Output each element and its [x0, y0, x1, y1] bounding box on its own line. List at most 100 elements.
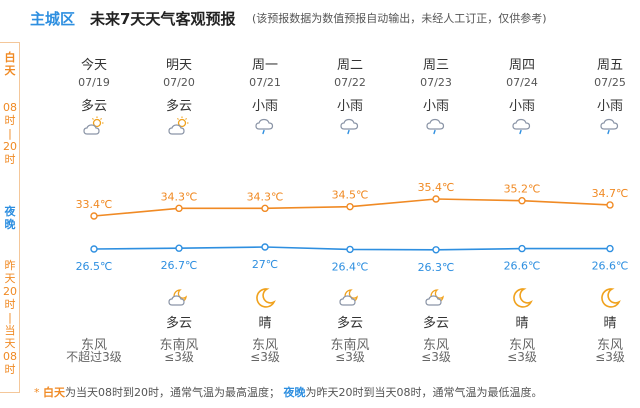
wind-level-label: ≤3级 [421, 350, 451, 364]
low-temp-label: 26.7℃ [161, 259, 198, 272]
wind-direction-label: 东南风 [330, 338, 370, 353]
date-label: 07/21 [249, 76, 281, 89]
day-period-time: 08 时 | 20 时 [3, 101, 17, 166]
legend-footnote: * 白天为当天08时到20时，通常气温为最高温度； 夜晚为昨天20时到当天08时… [34, 384, 543, 400]
wind-level-label: ≤3级 [595, 350, 625, 364]
high-temp-point [518, 196, 526, 205]
low-temp-label: 26.6℃ [592, 260, 629, 273]
high-temp-label: 35.2℃ [504, 183, 541, 196]
footnote-night-word: 夜晚 [283, 386, 306, 399]
wind-direction-label: 东风 [422, 338, 449, 353]
night-weather-label: 晴 [515, 316, 529, 331]
light-rain-icon [338, 116, 362, 136]
partly-cloudy-night-icon [424, 288, 448, 308]
low-temp-series: 26.5℃ 26.7℃ 27℃ 26.4℃ 26.3℃ 26.6℃ 26.6℃ [76, 243, 629, 274]
light-rain-icon [253, 116, 277, 136]
light-rain-icon [510, 116, 534, 136]
wind-level-label: 不超过3级 [66, 350, 122, 364]
weekday-label: 周二 [336, 58, 363, 73]
footnote-day-word: 白天 [43, 386, 65, 399]
low-temp-point [518, 244, 526, 253]
low-temp-point [175, 244, 183, 252]
high-temp-label: 34.3℃ [161, 190, 198, 203]
day-weather-label: 小雨 [508, 99, 535, 114]
low-temp-line [93, 246, 610, 251]
wind-direction-label: 东风 [596, 338, 623, 353]
high-temp-point [90, 212, 98, 220]
partly-cloudy-night-icon [338, 288, 362, 308]
date-label: 07/24 [506, 76, 538, 89]
high-temp-label: 34.5℃ [332, 189, 369, 202]
date-label: 07/19 [78, 76, 110, 89]
footnote-star: * [34, 386, 40, 399]
day-weather-label: 多云 [165, 99, 192, 114]
district-name[interactable]: 主城区 [30, 10, 76, 28]
high-temp-label: 34.3℃ [247, 190, 284, 203]
high-temp-label: 34.7℃ [592, 187, 629, 200]
low-temp-label: 26.3℃ [418, 261, 455, 274]
high-temp-label: 33.4℃ [76, 198, 113, 211]
day-weather-label: 小雨 [596, 99, 623, 114]
night-period-label: 夜晚 [4, 205, 16, 231]
low-temp-point [90, 245, 98, 253]
wind-level-label: ≤3级 [164, 350, 194, 364]
day-weather-label: 多云 [80, 99, 107, 114]
footnote-day-text: 为当天08时到20时，通常气温为最高温度； [65, 386, 280, 399]
page-title: 未来7天天气客观预报 [90, 10, 236, 28]
partly-cloudy-day-icon [167, 116, 191, 136]
high-temp-line [93, 198, 611, 217]
weekday-label: 周三 [422, 58, 449, 73]
high-temp-series: 33.4℃ 34.3℃ 34.3℃ 34.5℃ 35.4℃ 35.2℃ 34.7℃ [76, 181, 629, 220]
weekday-label: 周一 [251, 58, 278, 73]
day-weather-label: 小雨 [422, 99, 449, 114]
weekday-label: 明天 [165, 58, 192, 73]
date-label: 07/20 [163, 76, 195, 89]
wind-level-label: ≤3级 [507, 350, 537, 364]
high-temp-label: 35.4℃ [418, 181, 455, 194]
light-rain-icon [424, 116, 448, 136]
day-weather-label: 小雨 [251, 99, 278, 114]
day-period-label: 白天 [4, 51, 16, 77]
date-label: 07/25 [594, 76, 626, 89]
low-temp-point [346, 245, 354, 254]
footnote-night-text: 为昨天20时到当天08时，通常气温为最低温度。 [305, 386, 543, 399]
low-temp-label: 27℃ [252, 258, 278, 271]
weekday-label: 周五 [596, 58, 623, 73]
partly-cloudy-day-icon [82, 116, 106, 136]
low-temp-point [261, 243, 269, 251]
high-temp-point [606, 201, 614, 209]
low-temp-point [606, 244, 614, 253]
night-weather-label: 晴 [258, 316, 272, 331]
low-temp-label: 26.5℃ [76, 260, 113, 273]
night-weather-label: 多云 [422, 316, 449, 331]
forecast-header: 主城区 未来7天天气客观预报 (该预报数据为数值预报自动输出，未经人工订正，仅供… [0, 0, 640, 36]
date-label: 07/22 [334, 76, 366, 89]
day-weather-label: 小雨 [336, 99, 363, 114]
low-temp-point [432, 246, 440, 254]
night-weather-label: 多云 [336, 316, 363, 331]
wind-level-label: ≤3级 [250, 350, 280, 364]
night-weather-label: 晴 [603, 316, 617, 331]
wind-direction-label: 东风 [80, 338, 107, 353]
high-temp-point [346, 202, 354, 211]
wind-direction-label: 东风 [251, 338, 278, 353]
forecast-disclaimer: (该预报数据为数值预报自动输出，未经人工订正，仅供参考) [252, 12, 547, 25]
high-temp-point [432, 195, 440, 203]
partly-cloudy-night-icon [167, 288, 191, 308]
light-rain-icon [598, 116, 622, 136]
moon-icon [510, 288, 534, 308]
night-weather-label: 多云 [165, 316, 192, 331]
low-temp-label: 26.4℃ [332, 260, 369, 273]
wind-direction-label: 东南风 [159, 338, 199, 353]
moon-icon [598, 288, 622, 308]
high-temp-point [261, 204, 269, 213]
wind-level-label: ≤3级 [335, 350, 365, 364]
low-temp-label: 26.6℃ [504, 260, 541, 273]
time-range-sidebar: 白天 08 时 | 20 时 夜晚 昨天 20 时 | 当天 08 时 [0, 42, 20, 393]
moon-icon [253, 288, 277, 308]
high-temp-point [175, 204, 183, 213]
night-period-time: 昨天 20 时 | 当天 08 时 [3, 259, 17, 376]
wind-direction-label: 东风 [508, 338, 535, 353]
date-label: 07/23 [420, 76, 452, 89]
weekday-label: 今天 [80, 58, 107, 73]
